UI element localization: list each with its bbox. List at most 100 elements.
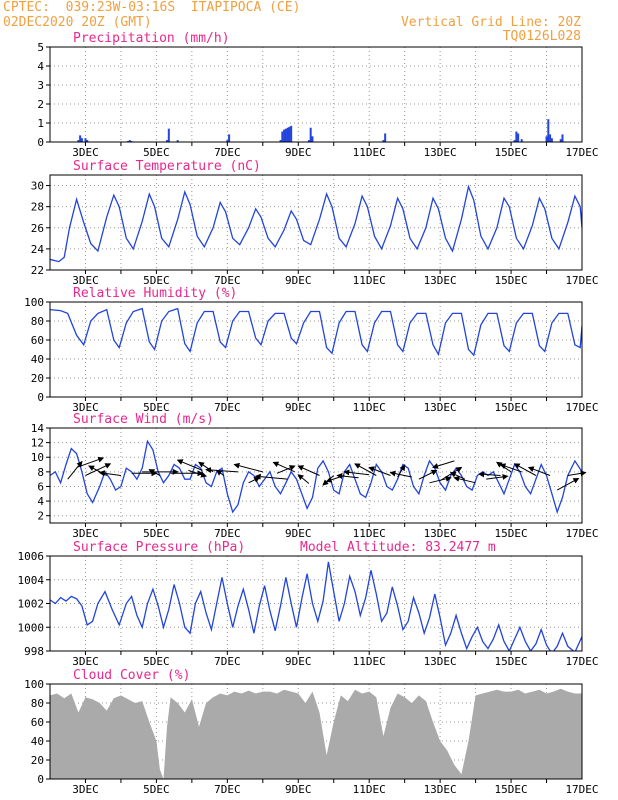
x-tick-label: 5DEC (143, 655, 170, 668)
x-tick-label: 13DEC (424, 146, 457, 159)
x-tick-label: 13DEC (424, 655, 457, 668)
y-tick-label: 0 (37, 773, 44, 786)
panel-title: Cloud Cover (%) (73, 668, 190, 683)
y-tick-label: 20 (31, 372, 44, 385)
y-tick-label: 80 (31, 697, 44, 710)
x-tick-label: 15DEC (495, 527, 528, 540)
wind-arrow (556, 477, 580, 491)
y-tick-label: 100 (24, 296, 44, 309)
x-tick-label: 11DEC (353, 527, 386, 540)
y-tick-label: 6 (37, 480, 44, 493)
precip-bar (290, 125, 293, 142)
y-tick-label: 1006 (18, 550, 45, 563)
wind-arrow (272, 461, 295, 473)
wind-arrow (336, 473, 359, 479)
x-tick-label: 9DEC (285, 783, 312, 796)
y-tick-label: 0 (37, 136, 44, 149)
panel-title: Precipitation (mm/h) (73, 31, 230, 46)
wind-arrow (88, 465, 107, 476)
x-tick-label: 11DEC (353, 783, 386, 796)
wind-arrow (205, 467, 239, 473)
grid-note-label: Vertical Grid Line: 20Z (400, 15, 581, 30)
precip-bar (86, 140, 89, 142)
x-tick-label: 9DEC (285, 146, 312, 159)
x-tick-label: 13DEC (424, 783, 457, 796)
location-label: CPTEC: 039:23W-03:16S ITAPIPOCA (CE) (3, 0, 301, 15)
y-tick-label: 4 (37, 60, 44, 73)
wind-arrow (215, 469, 225, 476)
wind-arrow (389, 470, 412, 478)
y-tick-label: 28 (31, 201, 44, 214)
panel-title: Surface Temperature (nC) (73, 159, 261, 174)
wind-arrow (76, 456, 105, 468)
precip-bar (513, 140, 516, 142)
wind-arrow (67, 460, 83, 480)
x-tick-label: 3DEC (72, 783, 99, 796)
precip-bar (84, 138, 87, 142)
precip-bar (561, 134, 564, 142)
y-tick-label: 22 (31, 264, 44, 277)
y-tick-label: 3 (37, 79, 44, 92)
precip-bar (307, 140, 310, 142)
x-tick-label: 15DEC (495, 146, 528, 159)
temperature-series-line (50, 184, 582, 263)
y-tick-label: 24 (31, 243, 45, 256)
x-tick-label: 3DEC (72, 401, 99, 414)
wind-arrow (343, 469, 370, 476)
x-tick-label: 5DEC (143, 527, 170, 540)
x-tick-label: 7DEC (214, 146, 241, 159)
model-code-label: TQ0126L028 (502, 29, 581, 44)
panel-precip: 0 1 2 3 4 5 3DEC 5DEC 7DEC 9DEC 11DEC 13DEC 15DEC 17D… (37, 31, 598, 159)
x-tick-label: 17DEC (565, 401, 598, 414)
y-tick-label: 30 (31, 180, 44, 193)
precip-bar (77, 140, 80, 142)
wind-arrow (188, 469, 208, 478)
wind-arrow (276, 465, 296, 474)
x-tick-label: 7DEC (214, 655, 241, 668)
precip-bar (309, 127, 312, 142)
wind-arrow (254, 473, 288, 480)
precip-bar (550, 138, 553, 142)
wind-arrow (354, 463, 377, 476)
x-tick-label: 5DEC (143, 401, 170, 414)
x-tick-label: 11DEC (353, 146, 386, 159)
panel-frame (49, 427, 583, 524)
panel-cloud: 0 20 40 60 80 100 3DEC 5DEC 7DEC 9DEC 11DEC 13DEC 15… (24, 668, 598, 796)
precip-bar (284, 128, 287, 142)
cloud-area (50, 688, 582, 779)
wind-arrow (432, 460, 455, 469)
y-tick-label: 1 (37, 117, 44, 130)
x-tick-label: 3DEC (72, 274, 99, 287)
precip-bar (281, 131, 284, 142)
precip-bar (384, 133, 387, 142)
y-tick-label: 0 (37, 391, 44, 404)
x-tick-label: 7DEC (214, 527, 241, 540)
panel-title: Surface Pressure (hPa) (73, 540, 245, 555)
panel-title: Relative Humidity (%) (73, 286, 237, 301)
y-tick-label: 1000 (18, 621, 45, 634)
wind-arrow (233, 462, 263, 473)
humidity-series-line (50, 307, 582, 357)
wind-arrow (499, 463, 522, 473)
y-tick-label: 40 (31, 735, 44, 748)
precip-bar (166, 140, 169, 142)
x-tick-label: 13DEC (424, 527, 457, 540)
wind-arrow (368, 466, 391, 476)
panel-frame (49, 683, 583, 780)
wind-arrow (478, 471, 501, 478)
chart-header: CPTEC: 039:23W-03:16S ITAPIPOCA (CE) 02D… (0, 0, 618, 46)
panel-humidity: 0 20 40 60 80 100 3DEC 5DEC 7DEC 9DEC 11DEC 13DEC 15… (24, 286, 598, 414)
precip-bar (517, 133, 520, 142)
x-tick-label: 3DEC (72, 527, 99, 540)
wind-arrow (297, 465, 320, 476)
pressure-series-line (50, 561, 582, 651)
y-tick-label: 5 (37, 41, 44, 54)
panel-frame (49, 301, 583, 398)
precip-bar (311, 136, 314, 142)
precip-bar (226, 140, 229, 142)
x-tick-label: 17DEC (565, 274, 598, 287)
y-tick-label: 10 (31, 451, 44, 464)
x-tick-label: 9DEC (285, 527, 312, 540)
x-tick-label: 17DEC (565, 146, 598, 159)
